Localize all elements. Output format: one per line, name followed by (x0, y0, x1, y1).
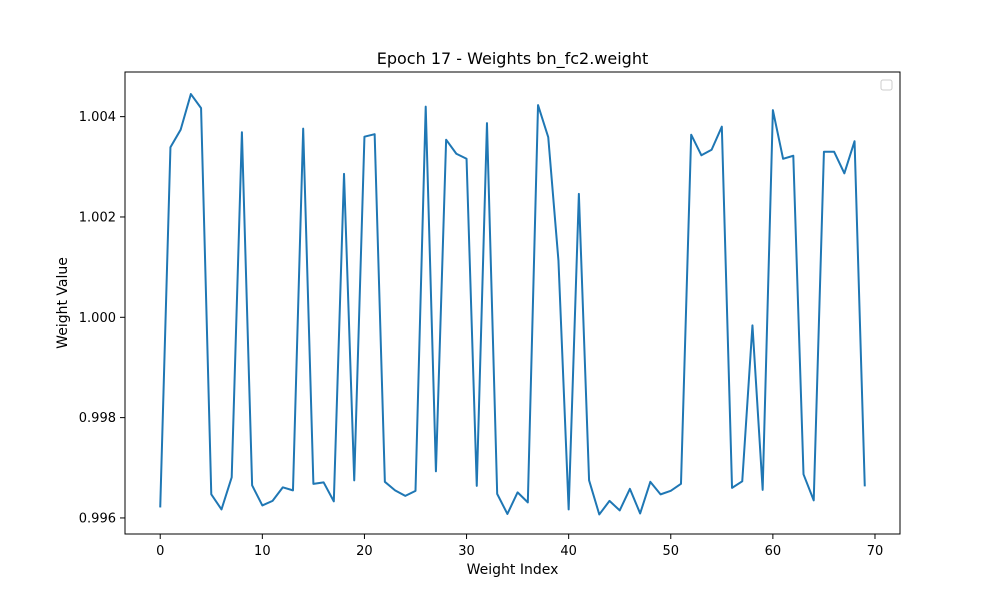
chart-title: Epoch 17 - Weights bn_fc2.weight (377, 49, 648, 69)
x-tick-label: 30 (458, 544, 475, 559)
x-tick-label: 60 (765, 544, 782, 559)
y-tick-label: 1.000 (79, 311, 116, 326)
y-axis-label: Weight Value (55, 257, 71, 349)
x-tick-label: 70 (867, 544, 884, 559)
plot-frame (124, 71, 901, 535)
x-tick-label: 0 (156, 544, 164, 559)
legend-box (880, 79, 893, 91)
series-line-0 (159, 93, 866, 516)
x-axis-label: Weight Index (467, 562, 559, 578)
plot-area (159, 93, 866, 516)
y-tick-label: 0.998 (79, 411, 116, 426)
x-tick-label: 50 (662, 544, 679, 559)
y-tick-label: 1.004 (79, 110, 116, 125)
y-tick-label: 1.002 (79, 210, 116, 225)
x-tick-label: 40 (560, 544, 577, 559)
y-tick-label: 0.996 (79, 511, 116, 526)
x-axis-ticks: 0 10 20 30 40 50 60 70 (156, 534, 883, 559)
y-axis-ticks: 0.996 0.998 1.000 1.002 1.004 (79, 110, 125, 526)
x-tick-label: 10 (254, 544, 271, 559)
x-tick-label: 20 (356, 544, 373, 559)
